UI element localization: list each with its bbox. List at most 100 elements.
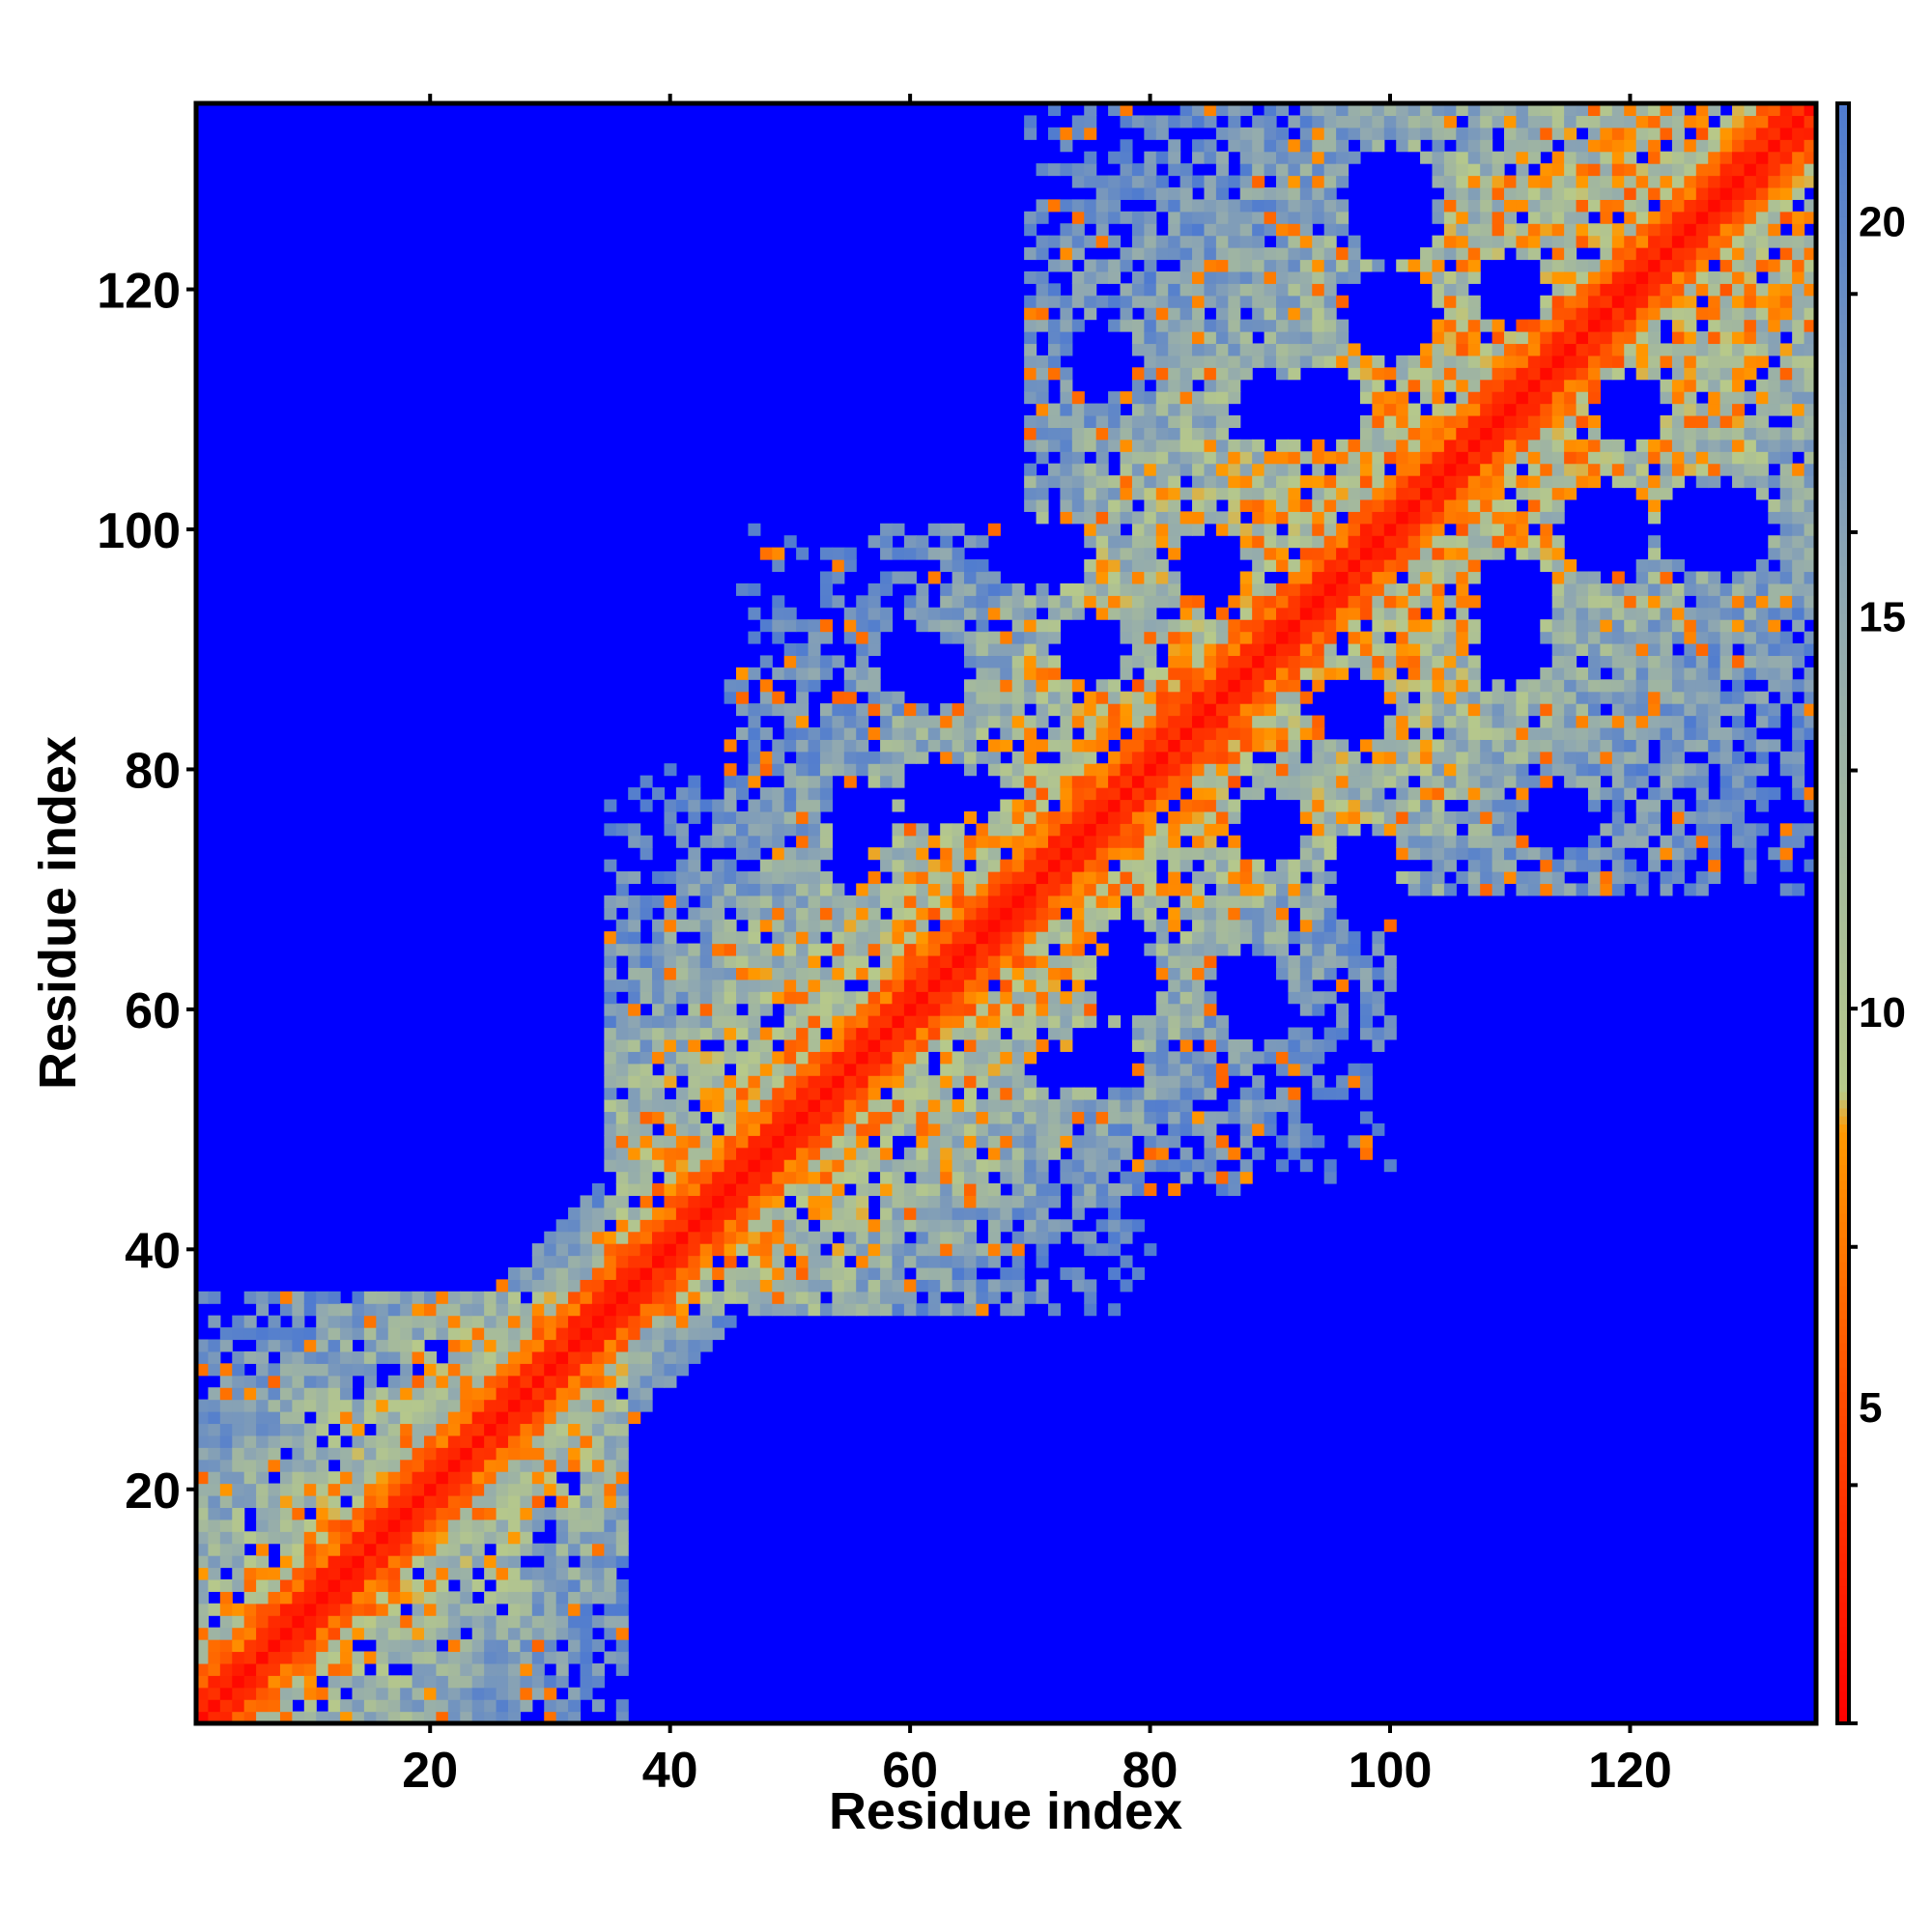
heatmap-cell	[867, 775, 881, 788]
heatmap-cell	[1131, 1183, 1145, 1197]
heatmap-cell	[1336, 1027, 1350, 1040]
heatmap-cell	[1323, 823, 1337, 837]
heatmap-cell	[1024, 954, 1037, 968]
heatmap-cell	[843, 1266, 857, 1280]
heatmap-cell	[1144, 535, 1157, 549]
heatmap-cell	[964, 1111, 978, 1124]
heatmap-cell	[1312, 582, 1325, 596]
heatmap-cell	[952, 739, 965, 753]
heatmap-cell	[796, 1015, 810, 1029]
heatmap-cell	[1323, 1159, 1337, 1173]
heatmap-cell	[1168, 211, 1181, 224]
heatmap-cell	[424, 1315, 438, 1328]
heatmap-cell	[1323, 643, 1337, 657]
heatmap-cell	[316, 1519, 329, 1532]
heatmap-cell	[580, 1603, 593, 1616]
heatmap-cell	[1264, 775, 1277, 788]
heatmap-cell	[759, 679, 773, 693]
heatmap-cell	[1239, 163, 1253, 177]
heatmap-cell	[892, 763, 905, 777]
heatmap-cell	[1336, 355, 1350, 368]
heatmap-cell	[327, 1315, 341, 1328]
heatmap-cell	[1024, 1015, 1037, 1029]
heatmap-cell	[1323, 739, 1337, 753]
heatmap-cell	[1252, 547, 1265, 560]
heatmap-cell	[1276, 1063, 1290, 1076]
heatmap-cell	[580, 1339, 593, 1352]
heatmap-cell	[1192, 799, 1206, 812]
heatmap-cell	[1131, 270, 1145, 284]
heatmap-cell	[724, 859, 737, 872]
heatmap-cell	[1228, 439, 1241, 452]
heatmap-cell	[1071, 823, 1085, 837]
heatmap-cell	[843, 1291, 857, 1304]
heatmap-cell	[1288, 1122, 1301, 1136]
heatmap-cell	[675, 1219, 689, 1233]
heatmap-cell	[1144, 739, 1157, 753]
heatmap-cell	[976, 1027, 989, 1040]
heatmap-cell	[1288, 954, 1301, 968]
heatmap-cell	[340, 1519, 354, 1532]
heatmap-cell	[1011, 810, 1025, 824]
heatmap-cell	[1215, 439, 1229, 452]
heatmap-cell	[940, 823, 953, 837]
heatmap-cell	[196, 1627, 210, 1640]
heatmap-cell	[568, 1315, 582, 1328]
heatmap-cell	[1024, 607, 1037, 620]
heatmap-cell	[1155, 414, 1169, 428]
heatmap-cell	[496, 1387, 509, 1401]
heatmap-cell	[964, 739, 978, 753]
heatmap-cell	[976, 582, 989, 596]
heatmap-cell	[1288, 223, 1301, 237]
heatmap-cell	[927, 1111, 941, 1124]
heatmap-cell	[1336, 607, 1350, 620]
heatmap-cell	[856, 595, 869, 609]
heatmap-cell	[1011, 799, 1025, 812]
heatmap-cell	[748, 523, 761, 536]
heatmap-cell	[856, 883, 869, 896]
heatmap-cell	[712, 1111, 725, 1124]
heatmap-cell	[1228, 667, 1241, 680]
heatmap-cell	[471, 1507, 485, 1520]
heatmap-cell	[1288, 439, 1301, 452]
heatmap-cell	[759, 1111, 773, 1124]
heatmap-cell	[604, 1111, 617, 1124]
heatmap-cell	[1144, 619, 1157, 633]
heatmap-cell	[436, 1291, 449, 1304]
heatmap-cell	[484, 1459, 497, 1472]
heatmap-cell	[748, 810, 761, 824]
heatmap-cell	[591, 1567, 605, 1580]
heatmap-cell	[772, 919, 785, 932]
heatmap-cell	[819, 1171, 833, 1184]
heatmap-cell	[1024, 655, 1037, 668]
heatmap-cell	[1060, 703, 1073, 717]
heatmap-cell	[916, 1171, 929, 1184]
heatmap-cell	[1000, 1219, 1013, 1233]
heatmap-cell	[219, 1327, 233, 1341]
heatmap-cell	[376, 1567, 389, 1580]
heatmap-cell	[1036, 715, 1049, 728]
heatmap-cell	[1228, 1171, 1241, 1184]
heatmap-cell	[976, 667, 989, 680]
heatmap-cell	[772, 967, 785, 980]
heatmap-cell	[316, 1531, 329, 1545]
heatmap-cell	[772, 607, 785, 620]
heatmap-cell	[1071, 1266, 1085, 1280]
heatmap-cell	[903, 726, 917, 740]
heatmap-cell	[1323, 498, 1337, 512]
heatmap-cell	[1264, 295, 1277, 308]
heatmap-cell	[1144, 1038, 1157, 1052]
heatmap-cell	[591, 1255, 605, 1268]
heatmap-cell	[1383, 571, 1397, 584]
heatmap-cell	[976, 607, 989, 620]
heatmap-cell	[615, 1603, 629, 1616]
heatmap-cell	[471, 1662, 485, 1676]
heatmap-cell	[1252, 775, 1265, 788]
heatmap-cell	[892, 1303, 905, 1317]
heatmap-cell	[1396, 259, 1409, 272]
heatmap-cell	[208, 1350, 221, 1364]
heatmap-cell	[484, 1435, 497, 1448]
heatmap-cell	[1179, 763, 1193, 777]
heatmap-cell	[759, 726, 773, 740]
heatmap-cell	[832, 1087, 845, 1100]
